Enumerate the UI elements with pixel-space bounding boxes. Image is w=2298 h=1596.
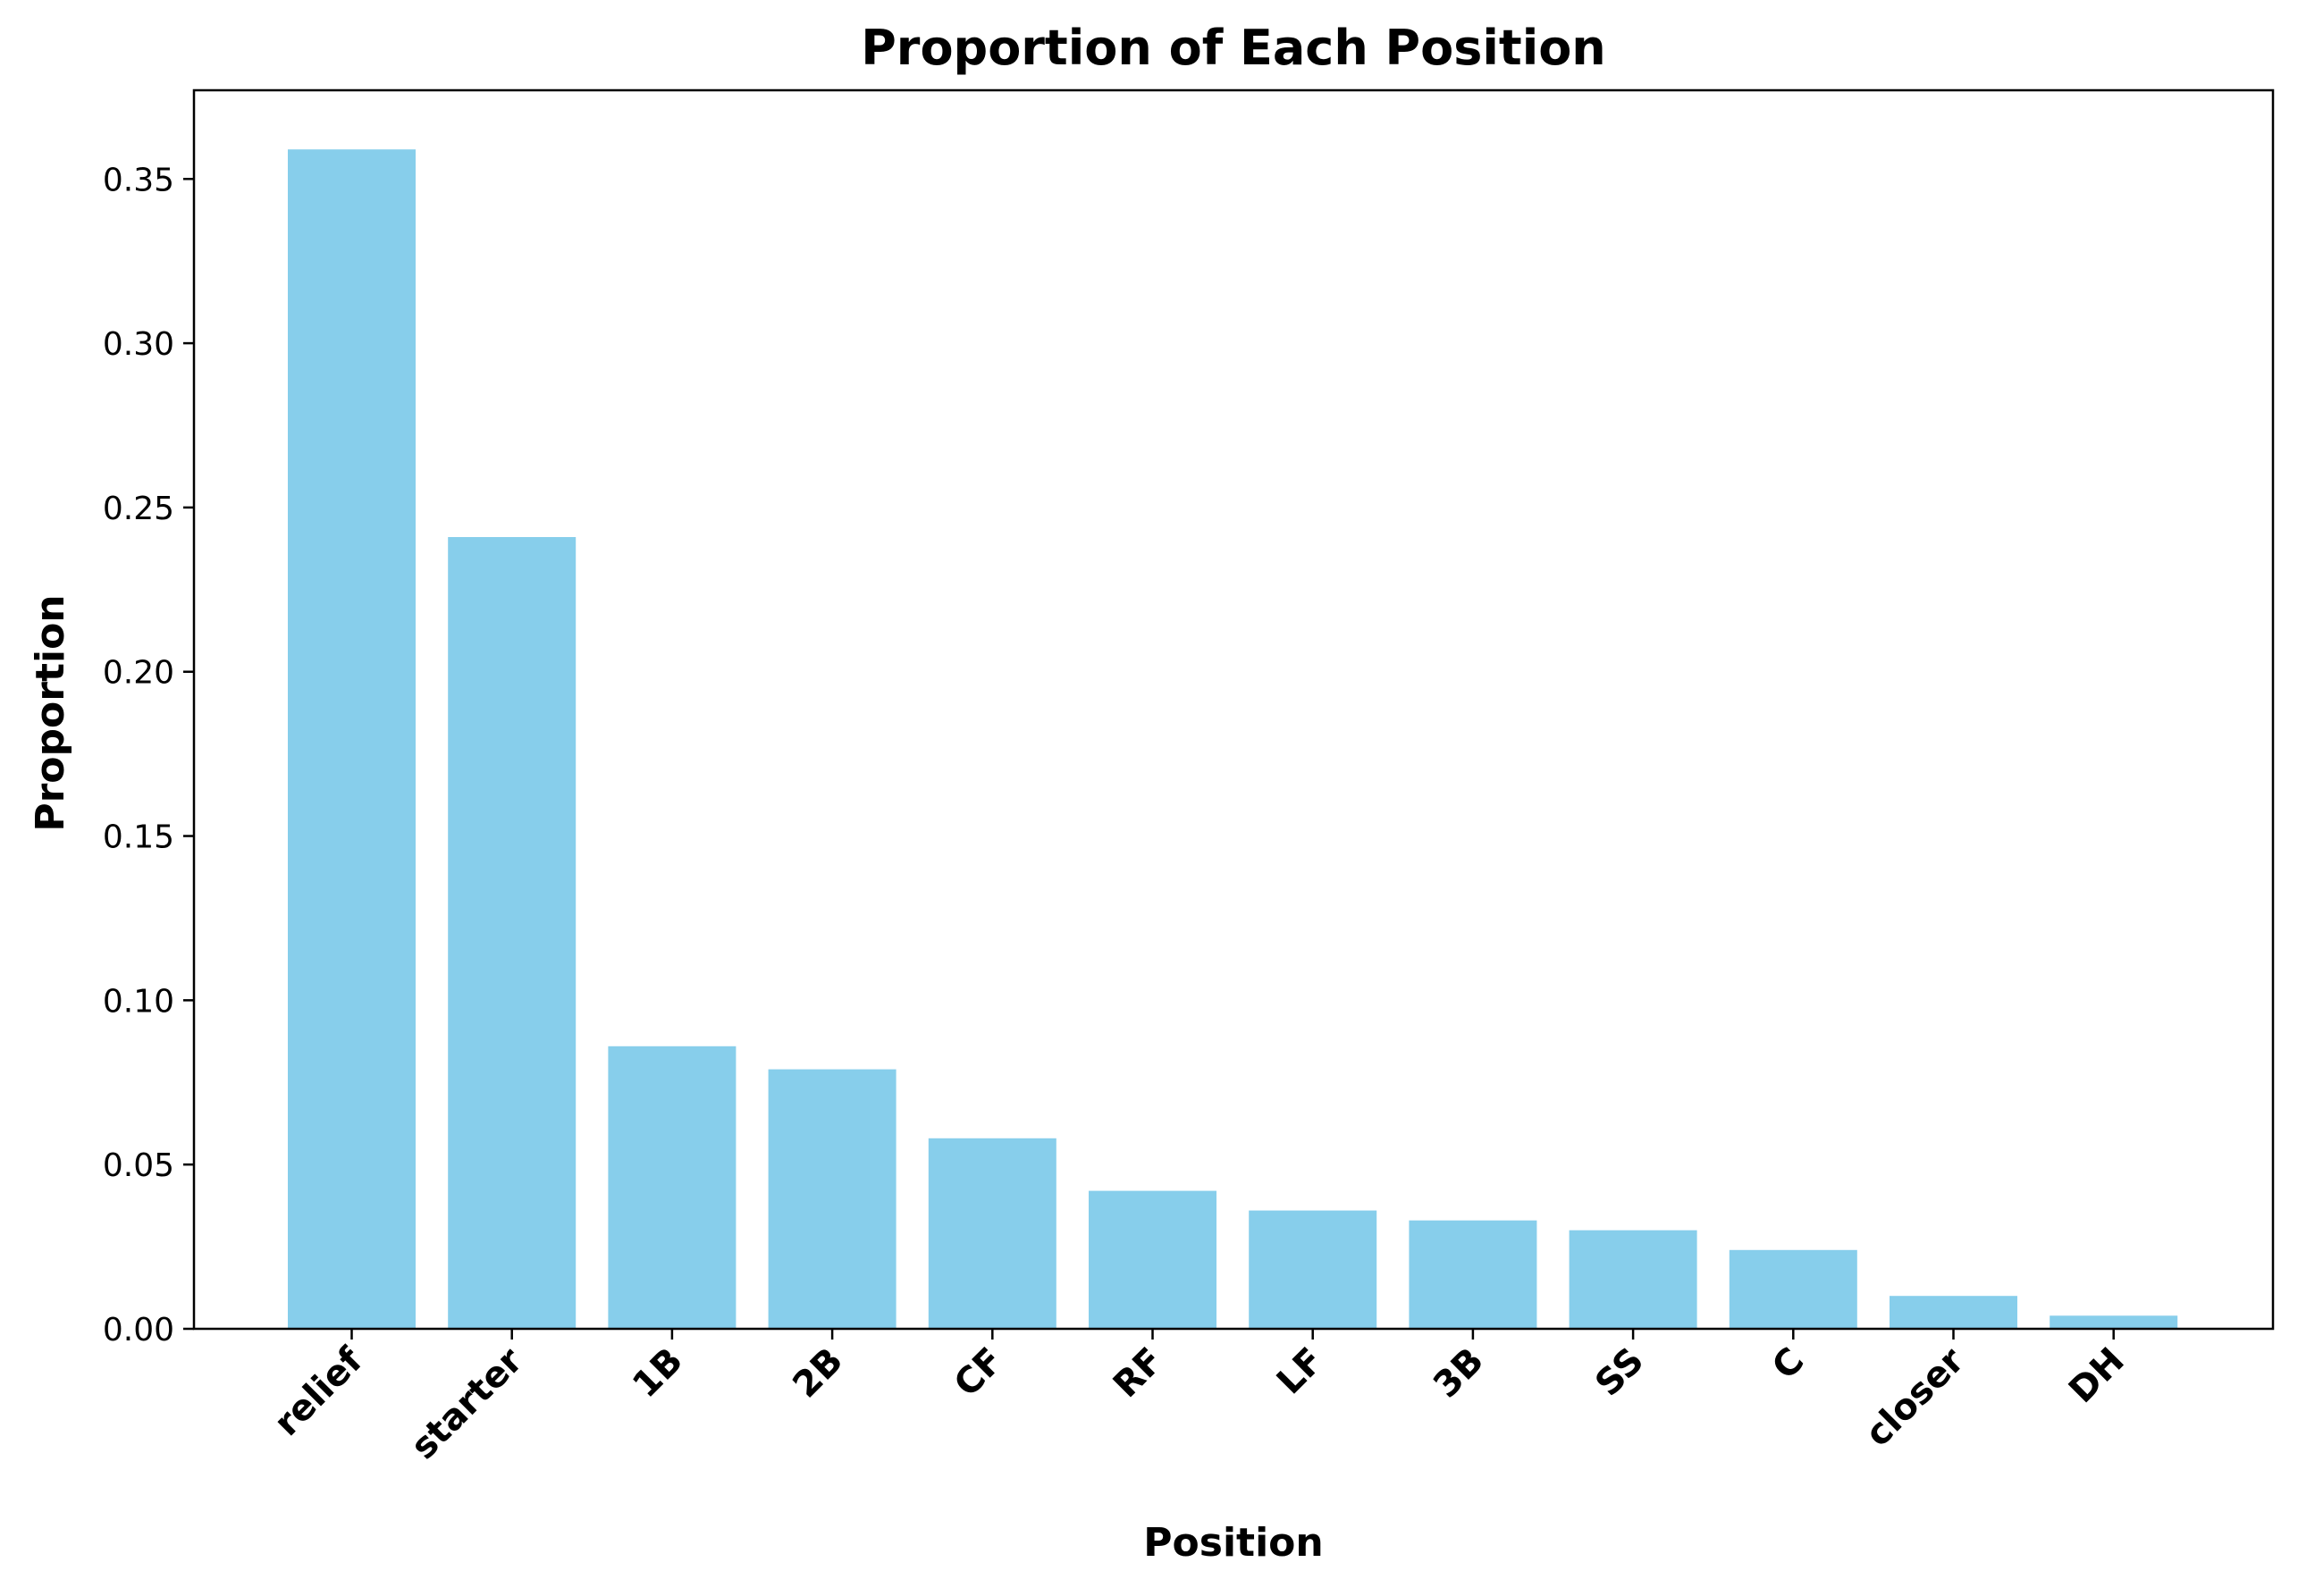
bar-2b xyxy=(768,1069,896,1329)
y-tick-label: 0.15 xyxy=(103,819,174,856)
y-tick-label: 0.20 xyxy=(103,655,174,692)
y-tick-label: 0.30 xyxy=(103,326,174,363)
x-tick-label: closer xyxy=(1857,1340,1973,1455)
x-tick-label: LF xyxy=(1269,1340,1332,1403)
bar-c xyxy=(1729,1249,1857,1329)
x-tick-label: RF xyxy=(1106,1340,1172,1407)
x-tick-label: SS xyxy=(1587,1340,1652,1405)
x-axis-label: Position xyxy=(1143,1520,1323,1566)
bar-ss xyxy=(1569,1230,1697,1329)
y-tick-label: 0.10 xyxy=(103,983,174,1020)
bar-lf xyxy=(1249,1210,1377,1329)
x-tick-label: starter xyxy=(403,1340,531,1467)
x-tick-label: 3B xyxy=(1426,1340,1492,1407)
bar-closer xyxy=(1890,1296,2017,1329)
plot-frame xyxy=(192,88,2275,1331)
y-tick-label: 0.35 xyxy=(103,162,174,198)
x-tick-label: 2B xyxy=(785,1340,851,1407)
x-tick-label: 1B xyxy=(625,1340,691,1407)
bar-3b xyxy=(1409,1220,1537,1329)
y-tick-label: 0.25 xyxy=(103,491,174,527)
x-tick-label: CF xyxy=(947,1340,1012,1406)
x-tick-label: C xyxy=(1764,1340,1812,1388)
bar-starter xyxy=(448,537,577,1329)
y-axis-label: Proportion xyxy=(28,594,73,831)
y-tick-label: 0.05 xyxy=(103,1147,174,1184)
y-tick-label: 0.00 xyxy=(103,1312,174,1348)
bar-rf xyxy=(1089,1190,1216,1329)
x-tick-label: relief xyxy=(266,1340,371,1444)
chart-title: Proportion of Each Position xyxy=(861,20,1606,76)
bar-cf xyxy=(928,1138,1056,1329)
bar-dh xyxy=(2050,1315,2178,1329)
x-tick-label: DH xyxy=(2061,1340,2133,1412)
bar-relief xyxy=(288,149,416,1330)
bar-1b xyxy=(608,1046,737,1329)
bars-layer xyxy=(288,149,2178,1330)
